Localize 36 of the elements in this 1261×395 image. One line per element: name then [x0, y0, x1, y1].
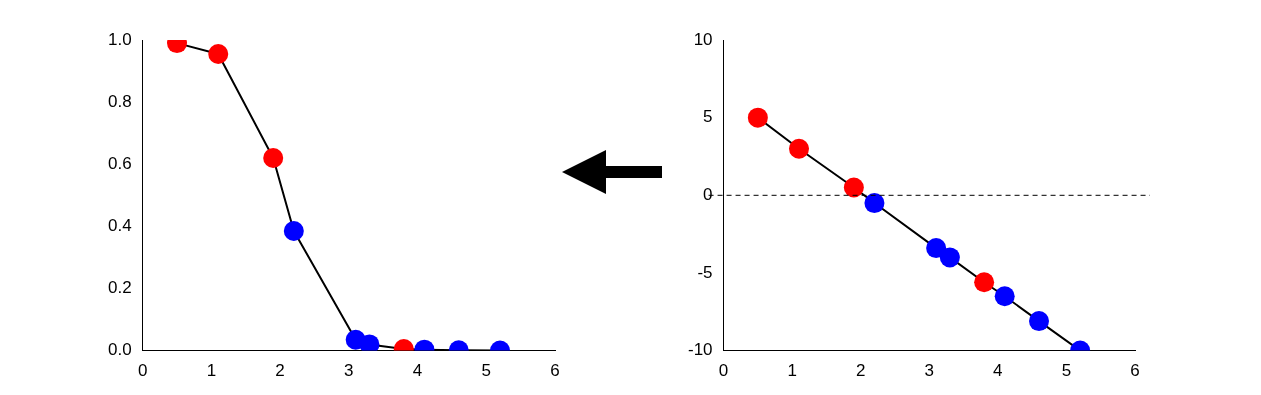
y-tick-label: 0.6: [107, 153, 132, 173]
x-tick-label: 5: [1061, 361, 1072, 381]
y-tick-label: 5: [703, 107, 713, 127]
y-tick-label: 0.0: [107, 340, 132, 360]
y-tick-label: 0: [703, 184, 713, 204]
y-tick-label: 0.4: [107, 216, 132, 236]
point: [939, 247, 960, 268]
point: [1029, 311, 1049, 332]
x-tick-label: 4: [412, 361, 423, 381]
point: [926, 238, 947, 259]
x-tick-label: 3: [344, 361, 354, 381]
x-tick-label: 6: [550, 361, 560, 381]
x-tick-label: 0: [718, 361, 729, 381]
y-tick-label: -10: [687, 340, 713, 360]
x-tick-label: 1: [787, 361, 797, 381]
y-tick-label: -5: [697, 262, 713, 282]
x-tick-label: 4: [993, 361, 1003, 381]
x-tick-label: 6: [1130, 361, 1140, 381]
point: [994, 286, 1015, 307]
x-tick-label: 0: [137, 361, 148, 381]
x-tick-label: 2: [275, 361, 285, 381]
point: [789, 138, 809, 159]
point: [263, 148, 284, 169]
point: [974, 272, 995, 293]
point: [747, 107, 768, 128]
y-tick-label: 10: [693, 29, 713, 49]
x-tick-label: 5: [481, 361, 492, 381]
x-tick-label: 3: [924, 361, 935, 381]
y-tick-label: 1.0: [107, 29, 132, 49]
x-tick-label: 1: [206, 361, 217, 381]
point: [283, 221, 304, 242]
point: [864, 193, 885, 214]
y-tick-label: 0.8: [107, 91, 132, 111]
y-tick-label: 0.2: [107, 278, 132, 298]
point: [843, 177, 864, 198]
x-tick-label: 2: [855, 361, 866, 381]
